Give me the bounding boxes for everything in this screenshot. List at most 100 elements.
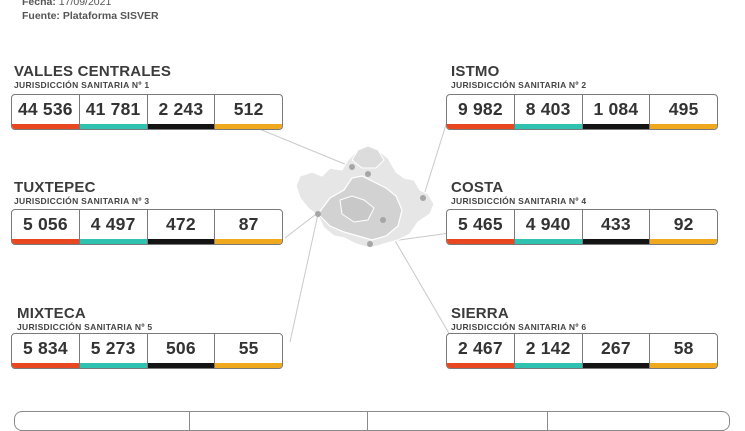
color-bar — [447, 239, 514, 244]
color-bar — [12, 363, 79, 368]
region-costa: COSTA JURISDICCIÓN SANITARIA Nº 4 — [451, 180, 586, 206]
stat-value: 92 — [673, 214, 694, 234]
stat-value: 87 — [238, 214, 259, 234]
color-bar — [215, 124, 282, 129]
stat-value: 8 403 — [525, 99, 571, 119]
stat-cell: 2 467 — [447, 334, 515, 368]
color-bar — [650, 239, 717, 244]
stat-value: 58 — [673, 338, 694, 358]
stat-cell: 5 834 — [12, 334, 80, 368]
connector-dots — [315, 164, 426, 247]
stat-value: 512 — [233, 99, 264, 119]
divider — [367, 412, 368, 430]
stat-cell: 2 142 — [514, 334, 583, 368]
color-bar — [79, 124, 147, 129]
source-label: Fuente: — [22, 10, 60, 22]
jurisdiction-label: JURISDICCIÓN SANITARIA Nº 1 — [14, 80, 150, 90]
color-bar — [514, 363, 582, 368]
region-name: VALLES CENTRALES — [14, 63, 172, 80]
color-bar — [147, 363, 215, 368]
jurisdiction-label: JURISDICCIÓN SANITARIA Nº 3 — [14, 196, 150, 206]
stat-cell: 512 — [215, 95, 282, 129]
color-bar — [514, 239, 582, 244]
bottom-summary-box — [14, 411, 730, 431]
region-name: SIERRA — [451, 305, 509, 322]
stat-value: 4 940 — [525, 214, 571, 234]
region-name: MIXTECA — [17, 305, 86, 322]
color-bar — [582, 239, 650, 244]
stat-value: 495 — [668, 99, 699, 119]
color-bar — [79, 239, 147, 244]
stat-value: 433 — [600, 214, 631, 234]
color-bar — [12, 239, 79, 244]
stat-value: 4 497 — [90, 214, 136, 234]
stat-value: 472 — [165, 214, 196, 234]
stat-cell: 4 940 — [514, 210, 583, 244]
stat-cell: 5 273 — [79, 334, 148, 368]
stat-value: 2 467 — [457, 338, 503, 358]
stat-cell: 506 — [147, 334, 216, 368]
stats-box-mixteca: 5 834 5 273 506 55 — [11, 333, 283, 369]
region-name: TUXTEPEC — [14, 179, 96, 196]
color-bar — [79, 363, 147, 368]
color-bar — [514, 124, 582, 129]
stat-value: 5 465 — [457, 214, 503, 234]
stat-cell: 44 536 — [12, 95, 80, 129]
stats-box-istmo: 9 982 8 403 1 084 495 — [446, 94, 718, 130]
stat-cell: 9 982 — [447, 95, 515, 129]
region-mixteca: MIXTECA JURISDICCIÓN SANITARIA Nº 5 — [17, 306, 152, 332]
color-bar — [12, 124, 79, 129]
stat-cell: 58 — [650, 334, 717, 368]
stat-cell: 472 — [147, 210, 216, 244]
source-line: Fuente: Plataforma SISVER — [22, 10, 159, 22]
stat-cell: 92 — [650, 210, 717, 244]
stats-box-sierra: 2 467 2 142 267 58 — [446, 333, 718, 369]
stat-cell: 2 243 — [147, 95, 216, 129]
color-bar — [582, 124, 650, 129]
stat-value: 5 273 — [90, 338, 136, 358]
stat-cell: 55 — [215, 334, 282, 368]
color-bar — [447, 124, 514, 129]
stat-cell: 87 — [215, 210, 282, 244]
color-bar — [147, 239, 215, 244]
stat-cell: 8 403 — [514, 95, 583, 129]
stat-value: 267 — [600, 338, 631, 358]
jurisdiction-label: JURISDICCIÓN SANITARIA Nº 4 — [451, 196, 587, 206]
color-bar — [582, 363, 650, 368]
date-label: Fecha: — [22, 0, 56, 8]
color-bar — [147, 124, 215, 129]
color-bar — [650, 124, 717, 129]
stat-value: 2 142 — [525, 338, 571, 358]
stat-value: 5 056 — [22, 214, 68, 234]
color-bar — [447, 363, 514, 368]
stat-value: 506 — [165, 338, 196, 358]
jurisdiction-label: JURISDICCIÓN SANITARIA Nº 6 — [451, 322, 587, 332]
region-istmo: ISTMO JURISDICCIÓN SANITARIA Nº 2 — [451, 64, 586, 90]
stat-cell: 5 465 — [447, 210, 515, 244]
stats-box-costa: 5 465 4 940 433 92 — [446, 209, 718, 245]
stat-cell: 41 781 — [79, 95, 148, 129]
jurisdiction-label: JURISDICCIÓN SANITARIA Nº 5 — [17, 322, 153, 332]
region-tuxtepec: TUXTEPEC JURISDICCIÓN SANITARIA Nº 3 — [14, 180, 149, 206]
stat-cell: 267 — [582, 334, 651, 368]
source-value: Plataforma SISVER — [62, 10, 159, 22]
color-bar — [215, 239, 282, 244]
region-valles-centrales: VALLES CENTRALES JURISDICCIÓN SANITARIA … — [14, 64, 171, 90]
stat-value: 1 084 — [593, 99, 639, 119]
region-name: COSTA — [451, 179, 504, 196]
stat-cell: 1 084 — [582, 95, 651, 129]
stats-box-valles-centrales: 44 536 41 781 2 243 512 — [11, 94, 283, 130]
divider — [189, 412, 190, 430]
stat-value: 5 834 — [22, 338, 68, 358]
stat-cell: 433 — [582, 210, 651, 244]
divider — [547, 412, 548, 430]
state-outline — [295, 145, 435, 249]
oaxaca-map-icon — [251, 111, 451, 343]
stat-cell: 4 497 — [79, 210, 148, 244]
jurisdiction-label: JURISDICCIÓN SANITARIA Nº 2 — [451, 80, 587, 90]
date-value: 17/09/2021 — [58, 0, 112, 8]
stat-cell: 5 056 — [12, 210, 80, 244]
date-line: Fecha: 17/09/2021 — [22, 0, 111, 8]
region-name: ISTMO — [451, 63, 500, 80]
stat-value: 9 982 — [457, 99, 503, 119]
